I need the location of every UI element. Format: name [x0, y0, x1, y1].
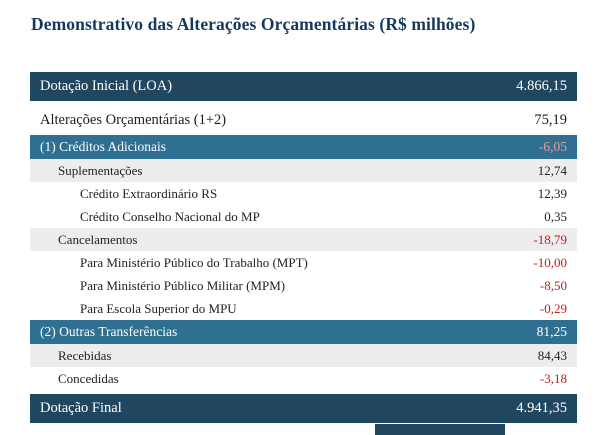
row-value: -8,50: [539, 277, 567, 293]
row-value: 12,74: [537, 162, 567, 178]
row-label: Dotação Inicial (LOA): [40, 78, 173, 94]
row-value: -10,00: [533, 254, 567, 270]
table-row-alteracoes: Alterações Orçamentárias (1+2) 75,19: [30, 106, 577, 135]
row-value: -3,18: [539, 370, 567, 386]
table-row-dotacao-final: Dotação Final 4.941,35: [30, 394, 577, 423]
row-label: (1) Créditos Adicionais: [40, 139, 166, 154]
budget-alterations-table: Dotação Inicial (LOA) 4.866,15 Alteraçõe…: [30, 72, 577, 423]
row-spacer: [30, 390, 577, 394]
row-label: Para Ministério Público Militar (MPM): [80, 277, 286, 293]
table-row-suplementacoes: Suplementações 12,74: [30, 159, 577, 182]
row-label: Cancelamentos: [58, 231, 138, 247]
table-row-escola-superior: Para Escola Superior do MPU -0,29: [30, 297, 577, 320]
row-value: 0,35: [544, 208, 567, 224]
row-spacer: [30, 101, 577, 106]
page-title: Demonstrativo das Alterações Orçamentári…: [31, 14, 476, 34]
row-value: 75,19: [534, 112, 567, 128]
row-value: 12,39: [537, 185, 567, 201]
table-row-cancelamentos: Cancelamentos -18,79: [30, 228, 577, 251]
row-value: 84,43: [537, 347, 567, 363]
table-row-credito-conselho: Crédito Conselho Nacional do MP 0,35: [30, 205, 577, 228]
table-row-concedidas: Concedidas -3,18: [30, 367, 577, 390]
row-value: 4.866,15: [516, 78, 567, 94]
cropped-element-fragment: [375, 424, 505, 435]
row-value: -0,29: [539, 300, 567, 316]
row-label: Suplementações: [58, 162, 143, 178]
table-row-credito-extraordinario: Crédito Extraordinário RS 12,39: [30, 182, 577, 205]
row-label: Alterações Orçamentárias (1+2): [40, 112, 227, 128]
row-value: -6,05: [538, 139, 567, 154]
row-label: (2) Outras Transferências: [40, 324, 178, 339]
table-row-creditos-adicionais: (1) Créditos Adicionais -6,05: [30, 135, 577, 159]
row-label: Para Escola Superior do MPU: [80, 300, 237, 316]
row-label: Concedidas: [58, 370, 119, 386]
row-label: Crédito Extraordinário RS: [80, 185, 218, 201]
row-label: Para Ministério Público do Trabalho (MPT…: [80, 254, 308, 270]
row-value: -18,79: [533, 231, 567, 247]
table-row-dotacao-inicial: Dotação Inicial (LOA) 4.866,15: [30, 72, 577, 101]
row-label: Dotação Final: [40, 400, 122, 416]
table-row-recebidas: Recebidas 84,43: [30, 344, 577, 367]
row-value: 4.941,35: [516, 400, 567, 416]
table-row-outras-transferencias: (2) Outras Transferências 81,25: [30, 320, 577, 344]
table-row-mpt: Para Ministério Público do Trabalho (MPT…: [30, 251, 577, 274]
row-value: 81,25: [536, 324, 567, 339]
row-label: Crédito Conselho Nacional do MP: [80, 208, 260, 224]
row-label: Recebidas: [58, 347, 112, 363]
table-row-mpm: Para Ministério Público Militar (MPM) -8…: [30, 274, 577, 297]
